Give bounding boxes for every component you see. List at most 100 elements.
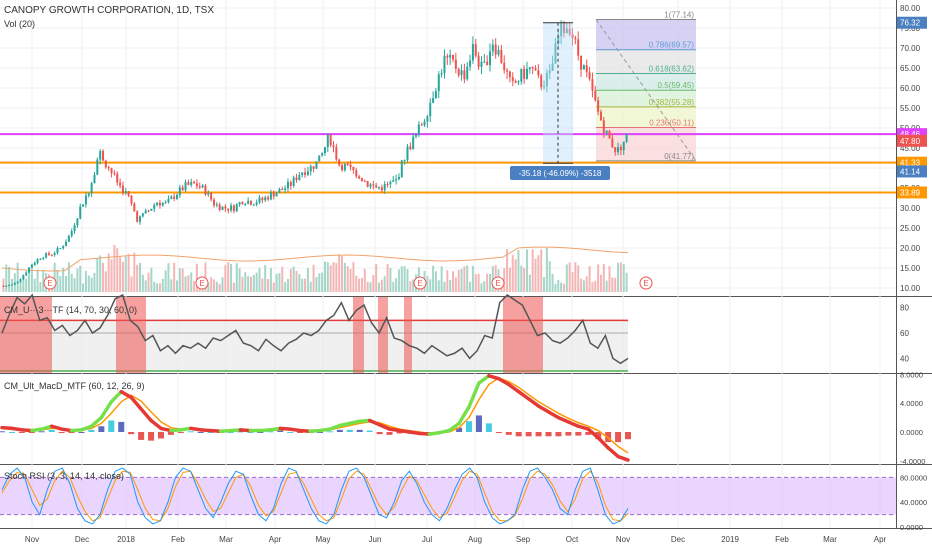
- candle-body: [466, 66, 469, 80]
- macd-histogram-bar: [0, 431, 5, 433]
- volume-bar: [255, 272, 258, 292]
- volume-bar: [594, 280, 597, 292]
- candle-body: [124, 191, 127, 194]
- macd-line-segment: [507, 382, 521, 394]
- fib-level-label: 0(41.77): [664, 152, 694, 161]
- volume-bar: [548, 261, 551, 292]
- fib-trend-line: [595, 19, 697, 162]
- volume-bar: [207, 282, 210, 292]
- candle-body: [469, 60, 472, 67]
- volume-bar: [605, 280, 608, 292]
- volume-bar: [349, 268, 352, 292]
- earnings-marker[interactable]: [195, 276, 209, 290]
- volume-bar: [210, 277, 213, 292]
- candle-body: [531, 67, 534, 69]
- candle-body: [463, 70, 466, 80]
- candle-body: [335, 147, 338, 160]
- earnings-marker[interactable]: [43, 276, 57, 290]
- volume-bar: [90, 277, 93, 292]
- volume-bar: [59, 276, 62, 292]
- volume-bar: [323, 261, 326, 292]
- candle-body: [36, 259, 39, 263]
- candle-body: [136, 211, 139, 222]
- candle-body: [79, 206, 82, 219]
- volume-bar: [221, 277, 224, 292]
- macd-histogram-bar: [267, 431, 274, 433]
- fib-zone: [596, 90, 696, 107]
- volume-bar: [380, 279, 383, 292]
- earnings-marker[interactable]: [491, 276, 505, 290]
- candle-body: [267, 197, 270, 200]
- macd-histogram-bar: [505, 432, 512, 435]
- volume-bar: [190, 272, 193, 292]
- volume-bar: [84, 270, 87, 292]
- candle-body: [611, 138, 614, 148]
- volume-bar: [352, 262, 355, 292]
- candle-body: [454, 59, 457, 69]
- candle-body: [545, 73, 548, 87]
- volume-bar: [184, 276, 187, 292]
- volume-bar: [597, 264, 600, 292]
- volume-bar: [412, 279, 415, 292]
- volume-bar: [511, 255, 514, 292]
- macd-histogram-bar: [585, 432, 592, 435]
- candle-body: [409, 146, 412, 150]
- volume-bar: [156, 283, 159, 292]
- volume-bar: [42, 269, 45, 292]
- macd-histogram-bar: [247, 432, 254, 433]
- macd-histogram-bar: [68, 432, 75, 433]
- rsi-overbought-zone: [116, 297, 146, 373]
- candle-body: [144, 210, 147, 214]
- candle-body: [258, 197, 261, 203]
- candle-body: [187, 182, 190, 185]
- candle-body: [557, 36, 560, 44]
- earnings-marker-label: E: [199, 279, 204, 288]
- candle-body: [412, 136, 415, 150]
- candle-body: [289, 181, 292, 186]
- macd-histogram-bar: [78, 432, 85, 433]
- candle-body: [474, 44, 477, 56]
- volume-bar: [580, 278, 583, 292]
- macd-histogram-bar: [475, 415, 482, 432]
- volume-bar: [392, 281, 395, 292]
- volume-label: Vol (20): [4, 19, 35, 29]
- time-axis-tick: Nov: [25, 535, 39, 544]
- candle-body: [33, 262, 36, 265]
- macd-line-segment: [79, 424, 94, 432]
- candle-body: [366, 181, 369, 187]
- earnings-marker[interactable]: [413, 276, 427, 290]
- macd-histogram-bar: [108, 420, 115, 432]
- macd-histogram-bar: [366, 430, 373, 432]
- volume-bar: [212, 279, 215, 292]
- macd-histogram-bar: [8, 432, 15, 433]
- candle-body: [67, 235, 70, 242]
- candle-body: [93, 174, 96, 184]
- macd-histogram-bar: [48, 429, 55, 432]
- macd-histogram-bar: [316, 432, 323, 433]
- candle-body: [417, 124, 420, 134]
- macd-histogram-bar: [187, 431, 194, 433]
- volume-bar: [96, 258, 99, 292]
- macd-histogram-bar: [615, 432, 622, 443]
- macd-histogram-bar: [456, 427, 463, 432]
- candle-body: [238, 202, 241, 205]
- volume-bar: [147, 272, 150, 292]
- time-axis-tick: Dec: [671, 535, 685, 544]
- earnings-marker[interactable]: [639, 276, 653, 290]
- rsi-title: CM_U···3···TF (14, 70, 30, 60, 0): [4, 305, 137, 315]
- volume-bar: [232, 282, 235, 292]
- candle-body: [503, 62, 506, 71]
- volume-bar: [244, 272, 247, 292]
- price-badge: [897, 134, 927, 147]
- macd-histogram-bar: [356, 429, 363, 432]
- volume-bar: [275, 274, 278, 292]
- candle-body: [281, 188, 284, 190]
- candle-body: [212, 199, 215, 206]
- candle-body: [551, 63, 554, 71]
- volume-bar: [375, 263, 378, 292]
- volume-bar: [520, 265, 523, 292]
- macd-line-segment: [89, 415, 104, 428]
- price-axis-tick: 15.00: [900, 264, 921, 273]
